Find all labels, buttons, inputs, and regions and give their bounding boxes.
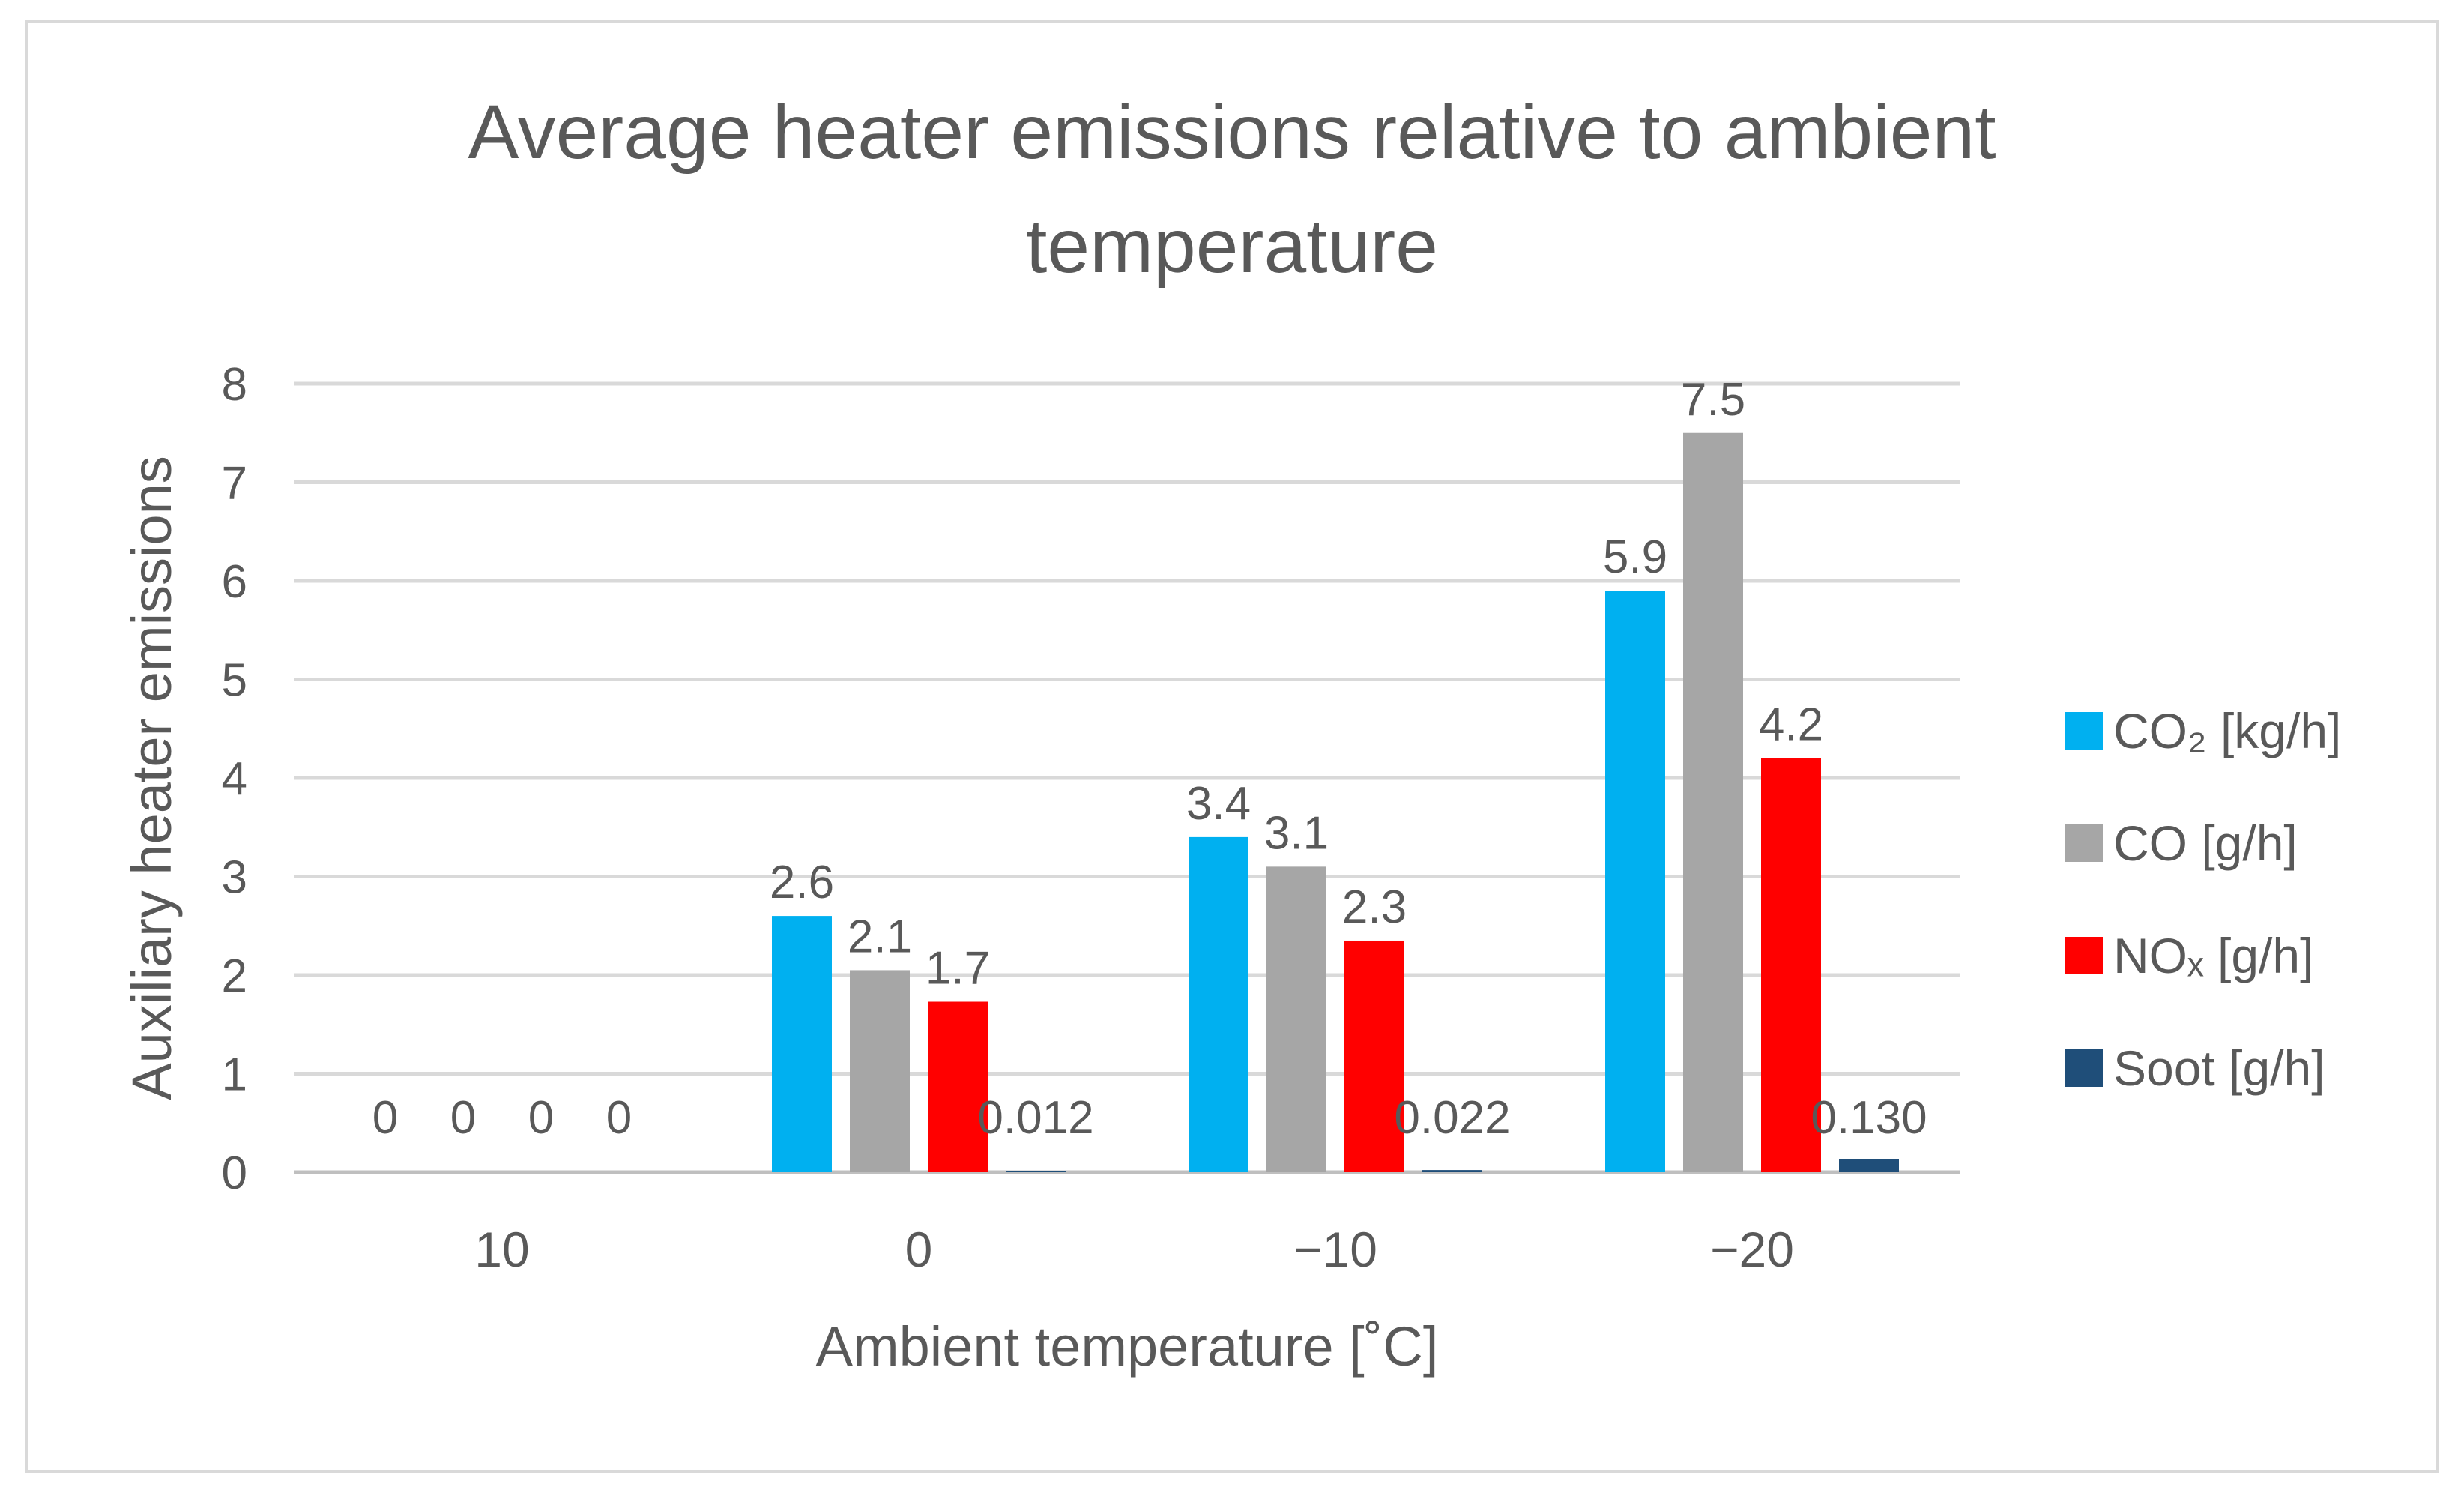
bar <box>1006 1171 1066 1172</box>
bar <box>772 916 832 1172</box>
x-tick-label: 0 <box>905 1222 933 1277</box>
data-label: 0 <box>372 1092 398 1144</box>
legend-label: CO [g/h] <box>2113 815 2298 871</box>
chart-frame <box>25 20 2439 1473</box>
bar <box>850 970 910 1172</box>
legend-label: NOₓ [g/h] <box>2113 928 2314 983</box>
y-tick-label: 3 <box>222 852 247 904</box>
bar <box>1266 866 1326 1172</box>
data-label: 0.012 <box>977 1092 1093 1144</box>
bar <box>1683 432 1743 1172</box>
data-label: 3.4 <box>1186 778 1251 830</box>
data-label: 4.2 <box>1759 699 1823 751</box>
bar <box>928 1001 988 1172</box>
y-tick-label: 5 <box>222 655 247 707</box>
y-tick-label: 6 <box>222 556 247 608</box>
x-tick-label: 10 <box>474 1222 529 1277</box>
y-tick-label: 1 <box>222 1049 247 1101</box>
data-label: 0 <box>450 1092 476 1144</box>
legend-swatch <box>2065 1049 2103 1087</box>
bar <box>1189 836 1248 1172</box>
data-label: 0 <box>606 1092 632 1144</box>
legend-item: Soot [g/h] <box>2065 1012 2341 1124</box>
data-label: 0.130 <box>1811 1092 1927 1144</box>
y-tick-label: 0 <box>222 1147 247 1199</box>
bar <box>1344 940 1404 1172</box>
legend-swatch <box>2065 712 2103 750</box>
legend-label: CO₂ [kg/h] <box>2113 703 2342 758</box>
legend-item: CO [g/h] <box>2065 787 2341 899</box>
legend-swatch <box>2065 937 2103 974</box>
chart-title-line-1: Average heater emissions relative to amb… <box>468 89 1996 175</box>
bar <box>1839 1159 1899 1172</box>
data-label: 2.3 <box>1342 881 1407 933</box>
data-label: 0 <box>528 1092 554 1144</box>
y-axis-title: Auxiliary heater emissions <box>121 456 183 1100</box>
bar <box>1605 591 1665 1172</box>
chart-title-line-2: temperature <box>1026 203 1438 289</box>
data-label: 1.7 <box>925 943 990 995</box>
legend: CO₂ [kg/h] CO [g/h] NOₓ [g/h] Soot [g/h] <box>2065 675 2341 1124</box>
x-tick-label: −10 <box>1293 1222 1377 1277</box>
legend-item: NOₓ [g/h] <box>2065 899 2341 1012</box>
data-label: 0.022 <box>1394 1092 1510 1144</box>
bar <box>1761 758 1821 1172</box>
bar <box>1422 1170 1482 1172</box>
y-tick-label: 8 <box>222 359 247 411</box>
data-label: 7.5 <box>1681 374 1745 426</box>
y-tick-label: 4 <box>222 753 247 805</box>
x-tick-label: −20 <box>1710 1222 1794 1277</box>
data-label: 3.1 <box>1264 807 1329 859</box>
y-tick-label: 2 <box>222 950 247 1002</box>
y-tick-label: 7 <box>222 458 247 510</box>
data-label: 5.9 <box>1603 531 1667 583</box>
legend-label: Soot [g/h] <box>2113 1040 2325 1096</box>
data-label: 2.6 <box>770 857 834 908</box>
legend-item: CO₂ [kg/h] <box>2065 675 2341 787</box>
legend-swatch <box>2065 824 2103 862</box>
data-label: 2.1 <box>848 911 912 962</box>
x-axis-title: Ambient temperature [˚C] <box>816 1315 1439 1378</box>
